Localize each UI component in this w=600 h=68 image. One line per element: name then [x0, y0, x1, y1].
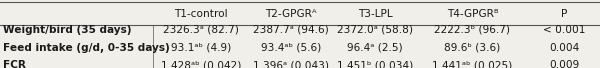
Text: 96.4ᵃ (2.5): 96.4ᵃ (2.5)	[347, 43, 403, 53]
Text: 0.004: 0.004	[549, 43, 579, 53]
Text: T1-control: T1-control	[174, 9, 228, 19]
Text: 93.4ᵃᵇ (5.6): 93.4ᵃᵇ (5.6)	[261, 43, 321, 53]
Text: T2-GPGRᴬ: T2-GPGRᴬ	[265, 9, 317, 19]
Text: Feed intake (g/d, 0-35 days): Feed intake (g/d, 0-35 days)	[3, 43, 170, 53]
Text: P: P	[561, 9, 567, 19]
Text: FCR: FCR	[3, 60, 26, 68]
Text: 1.396ᵃ (0.043): 1.396ᵃ (0.043)	[253, 60, 329, 68]
Text: 93.1ᵃᵇ (4.9): 93.1ᵃᵇ (4.9)	[171, 43, 231, 53]
Text: 2326.3ᵃ (82.7): 2326.3ᵃ (82.7)	[163, 25, 239, 35]
Text: 1.451ᵇ (0.034): 1.451ᵇ (0.034)	[337, 60, 413, 68]
Text: 1.441ᵃᵇ (0.025): 1.441ᵃᵇ (0.025)	[433, 60, 512, 68]
Text: < 0.001: < 0.001	[543, 25, 585, 35]
Text: 2387.7ᵃ (94.6): 2387.7ᵃ (94.6)	[253, 25, 329, 35]
Text: T3-LPL: T3-LPL	[358, 9, 392, 19]
Text: T4-GPGRᴮ: T4-GPGRᴮ	[447, 9, 498, 19]
Text: 2222.3ᵇ (96.7): 2222.3ᵇ (96.7)	[434, 25, 511, 35]
Text: 0.009: 0.009	[549, 60, 579, 68]
Text: Weight/bird (35 days): Weight/bird (35 days)	[3, 25, 131, 35]
Text: 1.428ᵃᵇ (0.042): 1.428ᵃᵇ (0.042)	[161, 60, 241, 68]
Text: 89.6ᵇ (3.6): 89.6ᵇ (3.6)	[445, 43, 500, 53]
Text: 2372.0ᵃ (58.8): 2372.0ᵃ (58.8)	[337, 25, 413, 35]
